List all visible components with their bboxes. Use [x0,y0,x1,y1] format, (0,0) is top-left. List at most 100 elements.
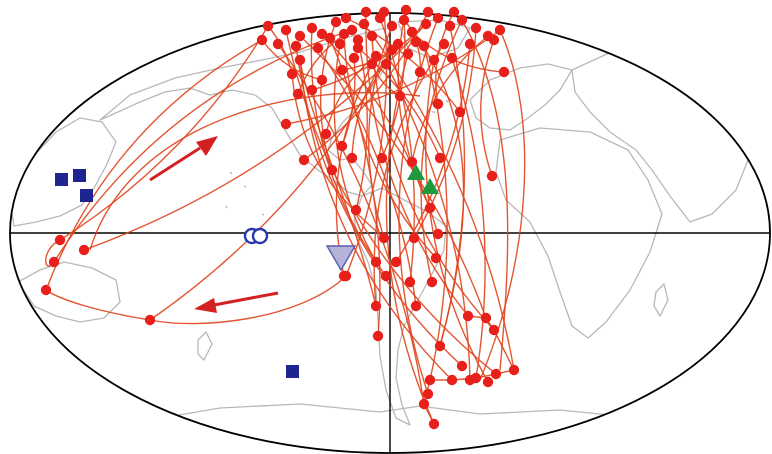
route-point [350,204,362,216]
route-point [404,276,416,288]
route-point [490,368,502,380]
route-point [346,24,358,36]
route-point [402,48,414,60]
route-point [392,38,404,50]
route-point [438,38,450,50]
route-point [390,256,402,268]
route-point [366,58,378,70]
route-point [286,68,298,80]
site-markers [55,164,439,378]
square-marker-icon [80,189,93,202]
route-point [372,330,384,342]
route-point [338,270,350,282]
migration-route [480,39,495,177]
route-point [394,90,406,102]
route-point [326,164,338,176]
coast-new-zealand [197,331,213,361]
route-points [40,4,520,430]
migration-route [285,29,497,375]
route-point [464,38,476,50]
route-point [406,26,418,38]
migration-route [425,59,489,383]
route-point [470,22,482,34]
route-point [338,28,350,40]
migration-route [329,37,381,337]
route-point [256,34,268,46]
migration-route [365,13,469,317]
route-point [40,284,52,296]
route-point [144,314,156,326]
migration-route [413,27,477,239]
route-point [480,312,492,324]
route-point [386,20,398,32]
coast-australia [17,261,121,323]
route-point [434,152,446,164]
coast-south-america [353,187,447,426]
arrow-icon [149,136,218,182]
route-point [290,40,302,52]
migration-route [368,25,393,239]
route-point [488,34,500,46]
route-point [400,4,412,16]
route-point [352,34,364,46]
map-outline [9,12,771,454]
route-point [292,88,304,100]
route-point [446,52,458,64]
migration-route [261,39,323,81]
triangle-up-marker-icon [421,178,439,194]
migration-route [420,19,463,283]
migration-route [451,57,486,379]
route-point [424,374,436,386]
route-point [426,276,438,288]
route-point [324,32,336,44]
route-point [336,140,348,152]
route-point [330,16,342,28]
route-point [316,28,328,40]
route-point [406,156,418,168]
migration-route [357,47,441,159]
route-point [454,106,466,118]
route-point [280,118,292,130]
route-point [352,42,364,54]
route-point [262,20,274,32]
migration-route [423,45,448,381]
route-point [456,14,468,26]
route-point [428,54,440,66]
migration-route [291,73,385,239]
route-point [414,66,426,78]
route-point [316,74,328,86]
migration-routes [45,13,526,425]
route-point [78,244,90,256]
route-point [370,50,382,62]
migration-route [461,19,509,371]
route-point [494,24,506,36]
migration-route [371,35,495,331]
square-marker-icon [286,365,299,378]
route-point [54,234,66,246]
migration-route [403,19,465,347]
coast-asia [571,35,763,223]
route-point [366,30,378,42]
route-point [428,418,440,430]
route-point [294,30,306,42]
coast-madagascar [653,283,669,317]
route-point [430,252,442,264]
route-point [444,20,456,32]
route-point [280,24,292,36]
route-point [482,376,494,388]
triangle-up-marker-icon [407,164,425,180]
route-point [488,324,500,336]
route-point [312,42,324,54]
route-point [378,232,390,244]
route-point [418,398,430,410]
route-point [432,98,444,110]
route-point [294,54,306,66]
direction-arrows [149,136,279,313]
route-point [410,300,422,312]
route-point [424,202,436,214]
route-point [448,6,460,18]
route-point [346,152,358,164]
route-point [306,84,318,96]
migration-route [355,39,368,211]
